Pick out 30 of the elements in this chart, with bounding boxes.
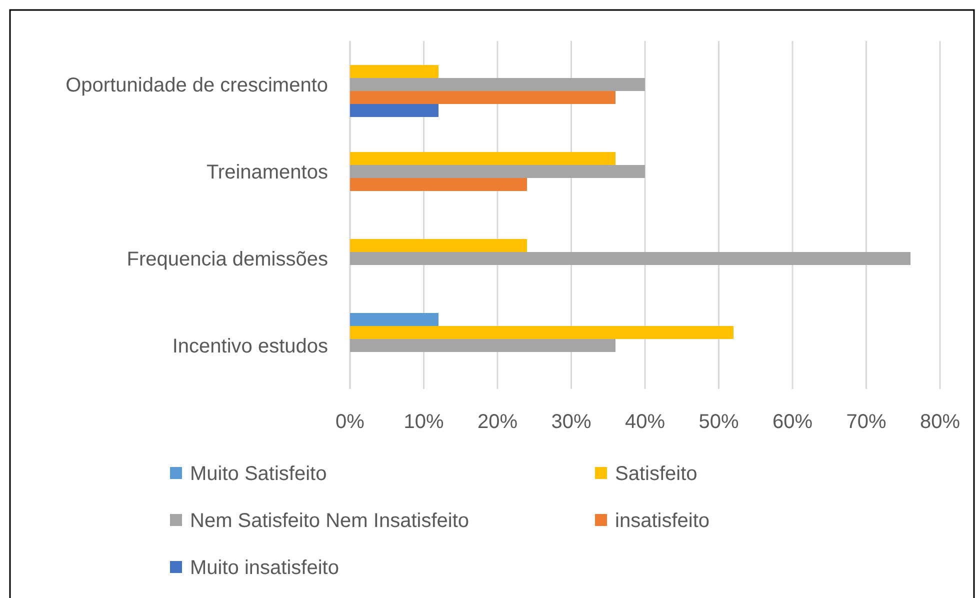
legend-label: insatisfeito xyxy=(615,510,710,532)
bar xyxy=(350,78,645,91)
legend-label: Muito Satisfeito xyxy=(190,463,327,485)
y-tick-label: Treinamentos xyxy=(206,162,328,184)
bar xyxy=(350,239,527,252)
bar xyxy=(350,313,438,326)
x-tick-label: 60% xyxy=(772,411,813,433)
bar xyxy=(350,178,527,191)
legend-label: Satisfeito xyxy=(615,463,698,485)
bar xyxy=(350,252,910,265)
x-tick-label: 30% xyxy=(551,411,592,433)
x-tick-label: 70% xyxy=(846,411,886,433)
x-tick-label: 80% xyxy=(920,411,960,433)
legend-label: Muito insatisfeito xyxy=(190,557,339,579)
x-tick-label: 40% xyxy=(624,411,666,433)
legend-label: Nem Satisfeito Nem Insatisfeito xyxy=(190,510,469,532)
bar xyxy=(350,91,616,104)
x-tick-label: 0% xyxy=(336,411,365,433)
bar xyxy=(350,339,616,352)
x-tick-label: 20% xyxy=(477,411,518,433)
bar xyxy=(350,165,645,178)
x-tick-label: 50% xyxy=(698,411,739,433)
bar xyxy=(350,326,734,339)
x-tick-label: 10% xyxy=(404,411,444,433)
y-tick-label: Frequencia demissões xyxy=(126,248,328,270)
y-tick-label: Oportunidade de crescimento xyxy=(66,74,328,96)
bar xyxy=(350,152,616,165)
bar xyxy=(350,104,438,117)
y-tick-label: Incentivo estudos xyxy=(172,336,328,358)
bar xyxy=(350,65,438,78)
